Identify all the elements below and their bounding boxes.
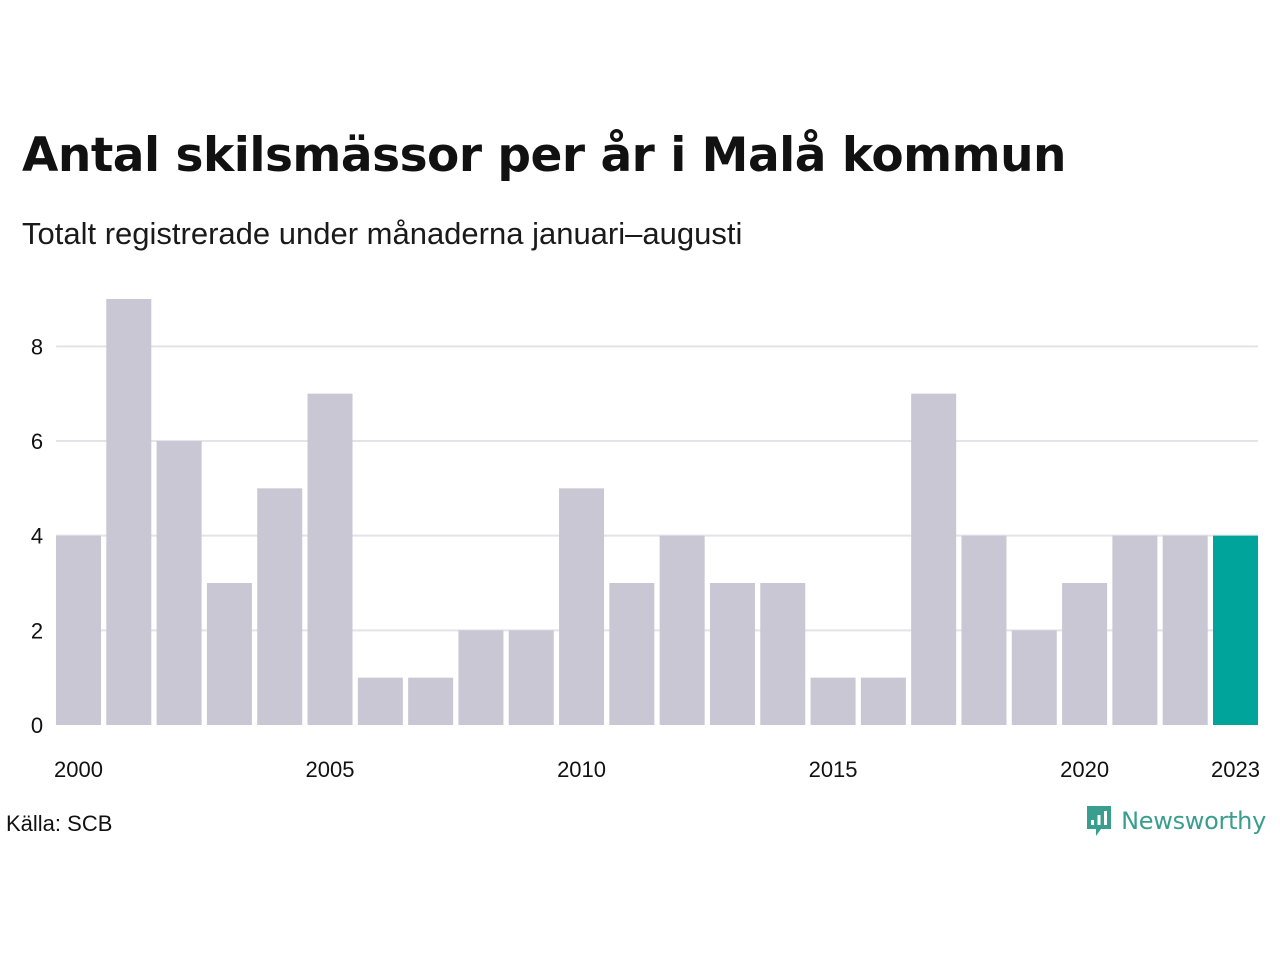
newsworthy-logo: Newsworthy xyxy=(1085,804,1266,838)
bar-2006 xyxy=(357,677,403,725)
y-tick-label: 4 xyxy=(31,524,43,549)
x-tick-label: 2015 xyxy=(809,757,858,782)
bar-2023 xyxy=(1213,535,1258,725)
y-axis-ticks: 0 2 4 6 8 xyxy=(31,334,43,738)
bar-2015 xyxy=(810,677,856,725)
bar-2007 xyxy=(408,677,454,725)
bar-2003 xyxy=(206,583,252,725)
bar-2010 xyxy=(559,488,605,725)
y-tick-label: 0 xyxy=(31,713,43,738)
bar-chart: 0 2 4 6 8 2000 2005 2010 2015 2020 2023 xyxy=(31,299,1260,782)
bar-2009 xyxy=(508,630,554,725)
bar-2001 xyxy=(106,299,152,725)
x-tick-label: 2020 xyxy=(1060,757,1109,782)
bar-2012 xyxy=(659,535,705,725)
bar-2000 xyxy=(56,535,101,725)
bar-2018 xyxy=(961,535,1007,725)
bar-2020 xyxy=(1062,583,1108,725)
bar-2011 xyxy=(609,583,655,725)
y-tick-label: 2 xyxy=(31,618,43,643)
bar-2017 xyxy=(911,393,957,725)
bar-2005 xyxy=(307,393,353,725)
bars xyxy=(56,299,1258,725)
newsworthy-logo-icon xyxy=(1087,806,1112,836)
x-tick-label: 2005 xyxy=(306,757,355,782)
y-tick-label: 6 xyxy=(31,429,43,454)
bar-2016 xyxy=(860,677,906,725)
x-tick-label: 2023 xyxy=(1211,757,1260,782)
bar-2013 xyxy=(709,583,755,725)
chart-subtitle: Totalt registrerade under månaderna janu… xyxy=(22,216,743,251)
chart-title: Antal skilsmässor per år i Malå kommun xyxy=(22,128,1067,183)
y-tick-label: 8 xyxy=(31,334,43,359)
bar-2002 xyxy=(156,441,202,725)
brand-name: Newsworthy xyxy=(1121,807,1266,835)
bar-2014 xyxy=(760,583,806,725)
bar-2019 xyxy=(1011,630,1057,725)
bar-2022 xyxy=(1162,535,1208,725)
x-tick-label: 2010 xyxy=(557,757,606,782)
bar-2008 xyxy=(458,630,504,725)
bar-2021 xyxy=(1112,535,1158,725)
source-note: Källa: SCB xyxy=(6,811,113,836)
bar-2004 xyxy=(257,488,303,725)
x-axis-ticks: 2000 2005 2010 2015 2020 2023 xyxy=(54,757,1260,782)
x-tick-label: 2000 xyxy=(54,757,103,782)
grid-lines xyxy=(56,345,1258,632)
